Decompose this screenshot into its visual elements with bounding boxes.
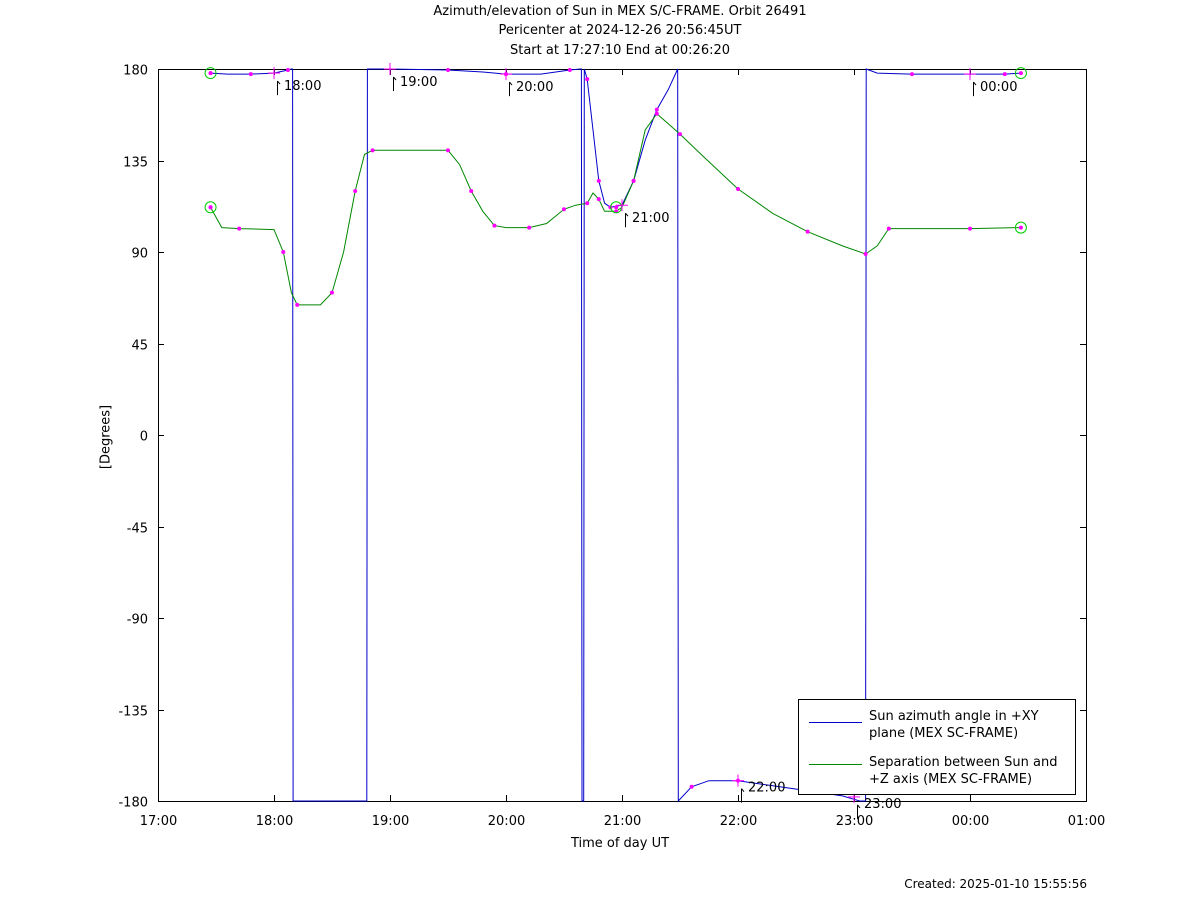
x-tick-label: 17:00: [140, 814, 177, 829]
x-axis-label: Time of day UT: [570, 836, 670, 851]
y-axis-label: [Degrees]: [98, 404, 114, 470]
series-point: [631, 178, 636, 183]
chart-title-line-3: Start at 17:27:10 End at 00:26:20: [509, 43, 731, 58]
series-line-1: [210, 112, 1021, 306]
time-annotation: 23:00: [864, 797, 901, 812]
legend-line: Separation between Sun and: [869, 755, 1058, 770]
series-point: [654, 107, 659, 112]
x-tick-label: 20:00: [488, 814, 525, 829]
time-annotation: 21:00: [632, 211, 669, 226]
annotation-arrowhead: [741, 788, 745, 792]
time-annotation: 18:00: [284, 79, 321, 94]
start-end-marker: [204, 67, 217, 80]
series-point: [886, 226, 891, 231]
series-point: [678, 132, 682, 137]
series-point: [248, 72, 253, 77]
series-point: [295, 302, 300, 307]
annotation-arrowhead: [625, 212, 629, 217]
y-tick-label: 180: [123, 64, 148, 79]
series-point: [446, 148, 450, 153]
y-tick-label: 45: [131, 339, 148, 354]
legend-text-separation: Separation between Sun and +Z axis (MEX …: [869, 754, 1069, 788]
y-tick-label: -45: [127, 522, 148, 537]
legend: Sun azimuth angle in +XY plane (MEX SC-F…: [798, 699, 1076, 795]
time-annotation: 00:00: [980, 80, 1017, 95]
series-point: [968, 226, 972, 231]
series-point: [353, 189, 358, 193]
start-end-marker: [1014, 221, 1027, 234]
y-tick-label: 90: [131, 247, 148, 262]
annotation-arrowhead: [509, 81, 513, 86]
x-tick-label: 23:00: [836, 814, 873, 829]
time-annotation: 20:00: [516, 80, 553, 95]
series-point: [596, 178, 601, 183]
series-point: [689, 784, 694, 789]
series-point: [330, 290, 334, 295]
created-timestamp: Created: 2025-01-10 15:55:56: [904, 877, 1087, 891]
series-point: [805, 229, 810, 234]
series-point: [863, 252, 868, 257]
series-point: [281, 250, 286, 254]
y-tick-label: -180: [118, 796, 148, 811]
start-end-marker-dot: [208, 205, 213, 210]
y-tick-label: 135: [123, 156, 148, 171]
legend-swatch-separation: [809, 764, 862, 765]
annotation-arrowhead: [973, 81, 977, 86]
x-tick-label: 00:00: [952, 814, 989, 829]
x-tick-label: 19:00: [372, 814, 409, 829]
legend-swatch-azimuth: [809, 722, 862, 723]
x-tick-label: 22:00: [720, 814, 757, 829]
series-point: [492, 223, 497, 228]
legend-line: +Z axis (MEX SC-FRAME): [869, 772, 1033, 787]
start-end-marker: [204, 201, 217, 214]
series-point: [237, 226, 242, 231]
legend-text-azimuth: Sun azimuth angle in +XY plane (MEX SC-F…: [869, 708, 1069, 742]
plot-frame: [158, 69, 1087, 802]
y-tick-label: -90: [127, 613, 148, 628]
x-tick-label: 01:00: [1068, 814, 1105, 829]
series-point: [654, 111, 659, 116]
series-point: [370, 148, 375, 153]
series-point: [567, 68, 572, 73]
x-tick-label: 18:00: [256, 814, 293, 829]
time-annotation: 22:00: [748, 781, 785, 796]
series-point: [585, 201, 590, 206]
x-tick-label: 21:00: [604, 814, 641, 829]
time-annotation: 19:00: [400, 75, 437, 90]
annotation-arrowhead: [393, 76, 397, 81]
series-point: [527, 225, 532, 230]
series-point: [596, 197, 601, 202]
annotation-arrowhead: [857, 804, 861, 809]
series-point: [736, 186, 740, 191]
series-point: [285, 68, 290, 73]
series-point: [585, 77, 590, 82]
series-point: [446, 68, 450, 73]
y-tick-label: 0: [140, 430, 148, 445]
annotation-arrowhead: [277, 80, 281, 85]
chart-title-line-1: Azimuth/elevation of Sun in MEX S/C-FRAM…: [433, 4, 807, 19]
legend-line: plane (MEX SC-FRAME): [869, 726, 1019, 741]
series-point: [910, 72, 914, 77]
series-point: [469, 189, 474, 193]
start-end-marker: [1014, 67, 1027, 80]
start-end-marker-dot: [208, 71, 213, 76]
start-end-marker-dot: [1018, 71, 1023, 76]
series-line-0: [210, 68, 1021, 803]
series-point: [1002, 72, 1007, 77]
series-point: [562, 207, 566, 212]
start-end-marker-dot: [614, 205, 619, 210]
legend-line: Sun azimuth angle in +XY: [869, 709, 1039, 724]
chart-title-line-2: Pericenter at 2024-12-26 20:56:45UT: [498, 23, 742, 38]
start-end-marker-dot: [1018, 225, 1023, 230]
y-tick-label: -135: [118, 705, 148, 720]
